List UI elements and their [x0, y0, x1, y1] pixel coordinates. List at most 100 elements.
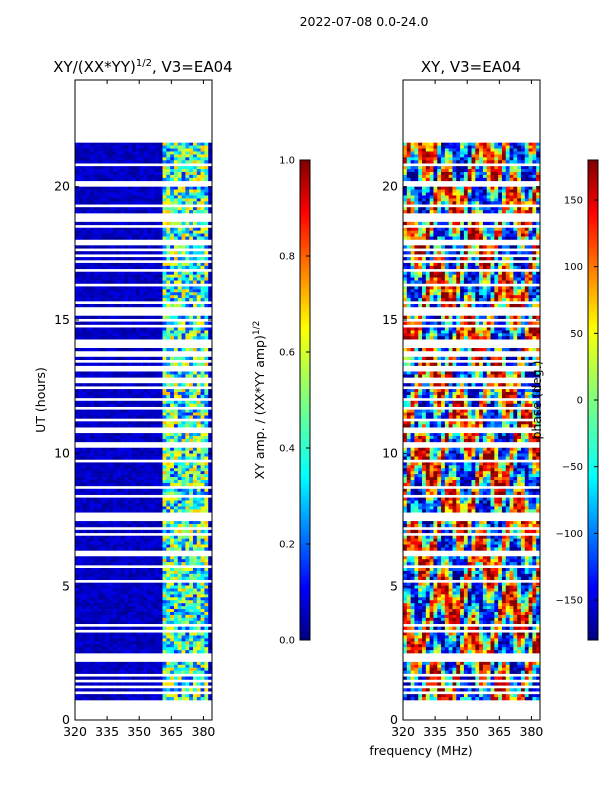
heatmap-cell — [158, 233, 163, 237]
heatmap-cell — [158, 169, 163, 173]
heatmap-cell — [162, 468, 167, 472]
heatmap-cell — [200, 271, 205, 275]
heatmap-cell — [524, 142, 529, 146]
heatmap-cell — [196, 670, 201, 674]
heatmap-cell — [105, 474, 110, 478]
heatmap-cell — [116, 436, 122, 440]
heatmap-cell — [204, 664, 209, 669]
heatmap-cell — [135, 617, 141, 622]
heatmap-cell — [124, 160, 129, 164]
heatmap-cell — [109, 321, 114, 325]
heatmap-cell — [139, 600, 144, 604]
heatmap-cell — [151, 688, 156, 692]
heatmap-cell — [166, 400, 171, 405]
heatmap-cell — [109, 172, 114, 176]
heatmap-cell — [208, 151, 212, 155]
heatmap-cell — [82, 392, 87, 396]
heatmap-cell — [192, 421, 198, 425]
heatmap-cell — [78, 632, 84, 636]
heatmap-cell — [120, 497, 125, 501]
heatmap-cell — [124, 295, 129, 299]
heatmap-cell — [151, 620, 156, 625]
heatmap-cell — [124, 468, 129, 472]
heatmap-cell — [166, 597, 171, 601]
heatmap-cell — [467, 145, 472, 149]
heatmap-cell — [139, 333, 144, 337]
heatmap-cell — [109, 169, 114, 173]
heatmap-cell — [173, 236, 179, 240]
heatmap-cell — [154, 471, 160, 475]
heatmap-cell — [116, 233, 122, 237]
heatmap-cell — [101, 412, 106, 416]
heatmap-cell — [116, 503, 122, 507]
heatmap-cell — [120, 676, 125, 680]
heatmap-cell — [101, 497, 106, 501]
heatmap-cell — [132, 271, 137, 275]
heatmap-cell — [105, 177, 110, 182]
heatmap-cell — [132, 670, 137, 674]
heatmap-cell — [208, 694, 212, 698]
heatmap-cell — [185, 201, 190, 205]
heatmap-cell — [528, 145, 533, 149]
heatmap-cell — [196, 456, 201, 460]
heatmap-cell — [181, 468, 186, 472]
heatmap-cell — [173, 647, 179, 651]
heatmap-cell — [105, 576, 110, 581]
heatmap-cell — [185, 524, 190, 528]
heatmap-cell — [101, 356, 106, 361]
heatmap-cell — [139, 544, 144, 548]
heatmap-cell — [185, 374, 190, 378]
heatmap-cell — [192, 286, 198, 290]
heatmap-cell — [101, 626, 106, 630]
heatmap-cell — [147, 562, 152, 566]
heatmap-cell — [166, 576, 171, 581]
heatmap-cell — [192, 201, 198, 205]
heatmap-cell — [154, 186, 160, 190]
heatmap-cell — [124, 562, 129, 566]
heatmap-cell — [128, 541, 133, 545]
heatmap-cell — [154, 650, 160, 654]
heatmap-cell — [90, 606, 95, 610]
heatmap-cell — [124, 262, 129, 267]
heatmap-cell — [147, 609, 152, 613]
heatmap-cell — [139, 661, 144, 666]
heatmap-cell — [463, 160, 469, 164]
heatmap-cell — [147, 670, 152, 674]
heatmap-cell — [170, 524, 175, 528]
heatmap-cell — [101, 142, 106, 146]
heatmap-cell — [151, 570, 156, 575]
heatmap-cell — [101, 477, 106, 481]
heatmap-cell — [520, 160, 526, 164]
heatmap-cell — [82, 412, 87, 416]
heatmap-cell — [90, 409, 95, 413]
heatmap-cell — [101, 612, 106, 616]
heatmap-cell — [113, 348, 118, 352]
heatmap-cell — [192, 480, 198, 484]
heatmap-cell — [105, 315, 110, 319]
heatmap-cell — [166, 394, 171, 399]
heatmap-cell — [181, 462, 186, 466]
heatmap-cell — [94, 547, 99, 551]
heatmap-cell — [173, 620, 179, 625]
heatmap-cell — [101, 609, 106, 613]
heatmap-cell — [166, 274, 171, 278]
heatmap-cell — [109, 480, 114, 484]
heatmap-cell — [177, 192, 182, 196]
heatmap-cell — [135, 230, 141, 234]
heatmap-cell — [75, 573, 80, 578]
heatmap-cell — [75, 562, 80, 566]
heatmap-cell — [162, 169, 167, 173]
heatmap-cell — [166, 456, 171, 460]
heatmap-cell — [204, 447, 209, 451]
heatmap-cell — [208, 262, 212, 267]
heatmap-cell — [143, 521, 148, 525]
heatmap-cell — [97, 236, 103, 240]
heatmap-cell — [113, 650, 118, 654]
heatmap-cell — [154, 547, 160, 551]
heatmap-cell — [78, 509, 84, 513]
heatmap-cell — [128, 433, 133, 437]
heatmap-cell — [414, 142, 419, 146]
heatmap-cell — [532, 142, 537, 146]
heatmap-cell — [200, 169, 205, 173]
heatmap-cell — [78, 614, 84, 619]
